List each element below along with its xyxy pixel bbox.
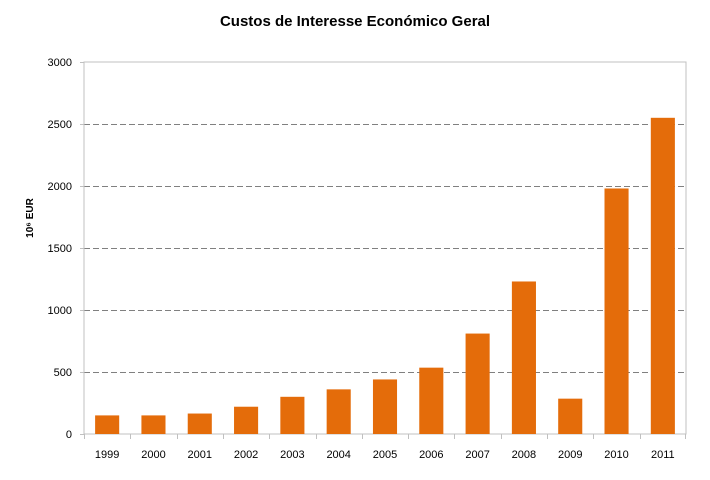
bar-2009: [558, 398, 583, 434]
bar-2010: [604, 188, 629, 434]
bar-1999: [95, 415, 120, 434]
x-tick-label: 2007: [465, 449, 489, 461]
x-tick-label: 2003: [280, 449, 304, 461]
bar-2005: [372, 379, 398, 434]
bar-2011: [650, 117, 675, 435]
chart-title: Custos de Interesse Económico Geral: [220, 13, 490, 30]
x-tick-label: 1999: [95, 449, 119, 461]
y-tick-label: 1500: [48, 243, 72, 255]
y-axis-label: 10⁶ EUR: [25, 197, 36, 237]
x-tick-label: 2008: [512, 449, 536, 461]
x-tick-label: 2000: [141, 449, 165, 461]
bar-2002: [234, 406, 259, 434]
bar-2000: [141, 415, 166, 434]
x-tick-label: 2009: [558, 449, 582, 461]
x-tick-labels: 1999 2000 2001 2002 2003 2004 2005 2006 2007 2008…: [84, 434, 686, 461]
bar-2004: [326, 389, 351, 434]
bars: [95, 117, 675, 435]
y-tick-label: 500: [54, 367, 72, 379]
y-tick-label: 2500: [48, 119, 72, 131]
bar-2003: [280, 396, 305, 434]
bar-2006: [419, 367, 444, 434]
x-tick-label: 2004: [326, 449, 350, 461]
bar-2001: [187, 413, 212, 434]
y-tick-label: 2000: [48, 181, 72, 193]
bar-2007: [465, 333, 490, 434]
y-tick-label: 0: [66, 429, 72, 441]
gridlines: [84, 124, 686, 373]
x-tick-label: 2006: [419, 449, 443, 461]
y-tick-label: 3000: [48, 57, 72, 69]
y-tick-labels: 0 500 1000 1500 2000 2500 3000: [48, 57, 84, 441]
bar-2008: [511, 281, 536, 434]
x-tick-label: 2010: [604, 449, 628, 461]
y-tick-label: 1000: [48, 305, 72, 317]
x-tick-label: 2002: [234, 449, 258, 461]
x-tick-label: 2005: [373, 449, 397, 461]
x-tick-label: 2001: [188, 449, 212, 461]
x-tick-label: 2011: [651, 449, 675, 461]
